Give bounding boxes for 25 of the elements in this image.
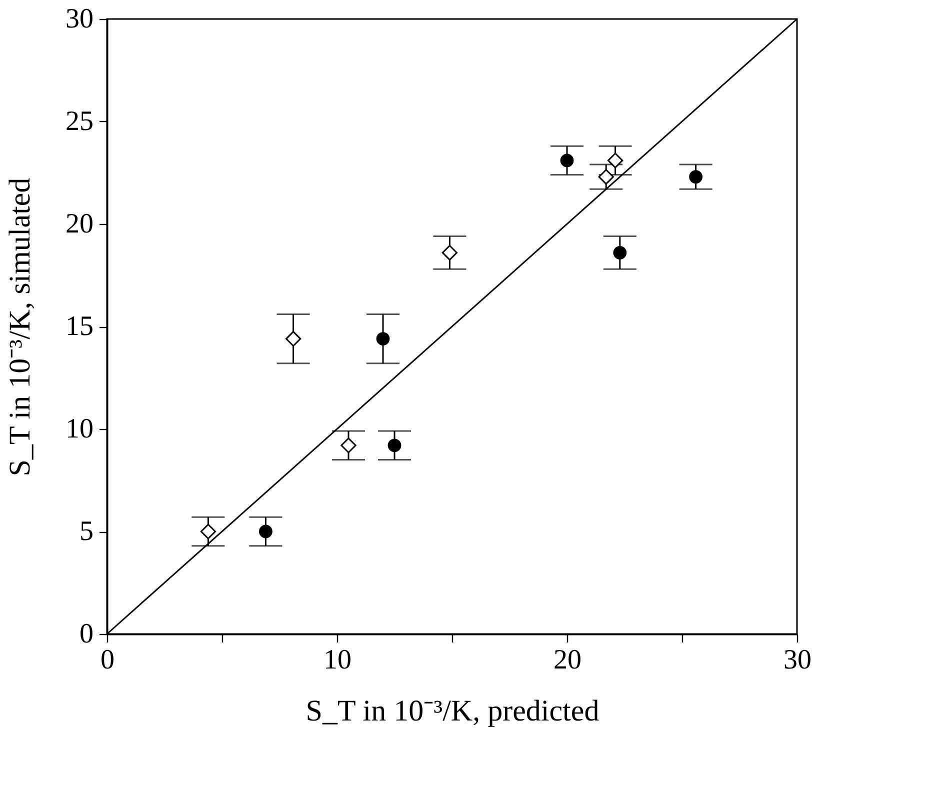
y-tick-label: 30 — [66, 4, 94, 34]
x-tick-label: 0 — [100, 644, 114, 676]
y-tick-label: 15 — [66, 311, 94, 342]
point — [613, 246, 627, 260]
point — [598, 169, 614, 185]
point — [689, 170, 703, 184]
y-tick-label: 25 — [66, 106, 94, 137]
point — [258, 524, 272, 538]
y-tick-label: 10 — [66, 414, 94, 444]
x-axis-title: S_T in 10⁻³/K, predicted — [306, 694, 600, 728]
point — [376, 332, 390, 346]
y-tick-label: 20 — [66, 208, 94, 240]
point — [560, 154, 574, 168]
point — [200, 524, 216, 540]
point — [285, 330, 302, 347]
x-tick-label: 20 — [554, 644, 582, 676]
y-tick-label: 0 — [80, 618, 94, 650]
y-axis-title: S_T in 10⁻³/K, simulated — [4, 178, 36, 476]
point — [340, 438, 356, 454]
point — [607, 152, 624, 168]
x-tick-label: 10 — [324, 644, 352, 676]
point — [442, 244, 458, 261]
y-tick-label: 5 — [80, 516, 94, 547]
x-tick-label: 30 — [784, 644, 812, 676]
point — [388, 438, 402, 452]
